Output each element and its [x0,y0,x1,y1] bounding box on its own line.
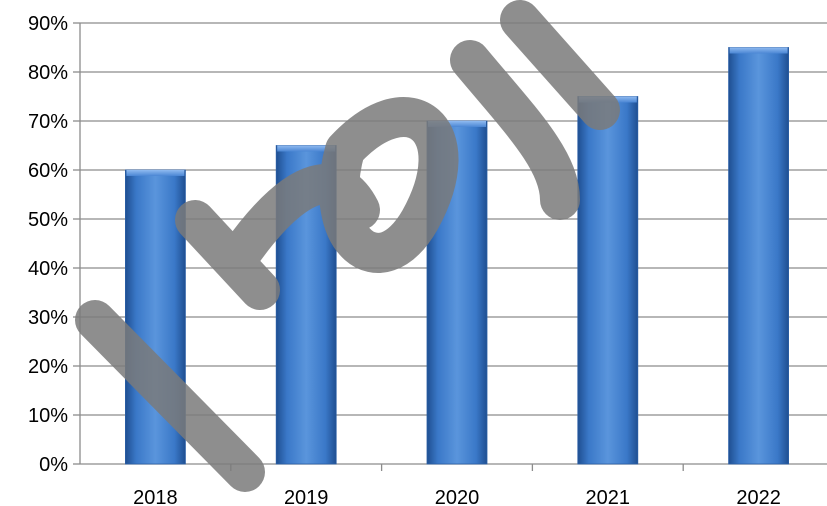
x-tick-label: 2018 [133,487,178,506]
y-axis-tick-labels: 0% 10% 20% 30% 40% 50% 60% 70% 80% 90% [28,13,68,476]
bar-2022 [728,47,789,465]
y-tick-label: 40% [28,258,68,280]
y-tick-label: 10% [28,405,68,427]
watermark-stroke [75,0,620,492]
bar-cap [277,145,336,152]
y-tick-label: 30% [28,307,68,329]
bars [125,47,789,465]
y-tick-label: 20% [28,356,68,378]
y-tick-label: 50% [28,209,68,231]
bar-2021 [577,96,639,465]
x-tick-label: 2022 [736,487,781,506]
y-tick-label: 0% [39,454,68,476]
y-tick-label: 70% [28,111,68,133]
y-tick-label: 90% [28,13,68,35]
bar-cap [729,47,788,54]
bar-cap [428,121,486,127]
x-tick-label: 2019 [284,487,329,506]
y-tick-label: 80% [28,62,68,84]
y-tick-label: 60% [28,160,68,182]
bar-cap [126,170,185,176]
x-tick-label: 2021 [586,487,631,506]
x-tick-label: 2020 [435,487,480,506]
watermark: prosin [75,0,620,492]
x-axis-tick-labels: 2018 2019 2020 2021 2022 [133,487,781,506]
